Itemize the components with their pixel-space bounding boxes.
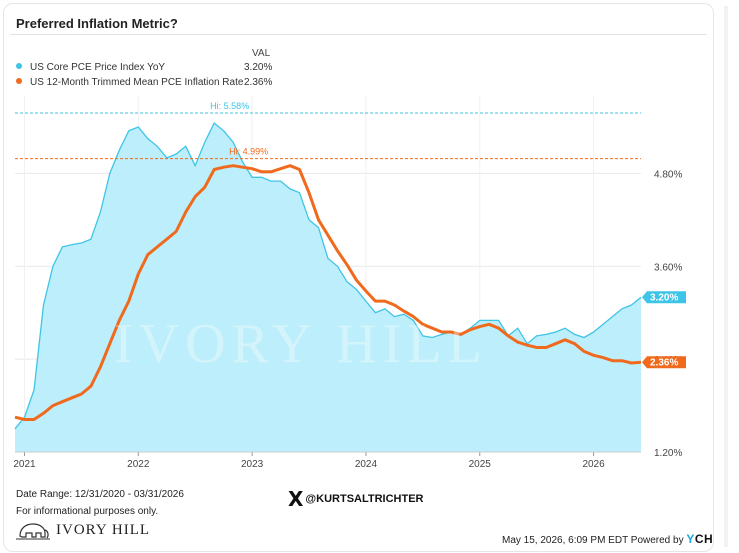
title-divider [10,34,707,35]
disclaimer: For informational purposes only. [16,506,159,517]
ycharts-wordmark: CHARTS [694,532,714,546]
chart-area-series [14,122,642,452]
legend-value-header: VAL [252,48,271,59]
powered-by: May 15, 2026, 6:09 PM EDT Powered by YCH… [502,532,714,546]
x-tick-label: 2024 [355,459,378,470]
legend-value: 2.36% [244,77,273,88]
high-label: Hi: 5.58% [210,101,249,111]
last-value-label: 3.20% [650,293,678,304]
chart-title: Preferred Inflation Metric? [16,16,178,31]
line-trimmed-mean [14,164,642,421]
y-tick-label: 3.60% [654,262,682,273]
x-handle[interactable]: X @KURTSALTRICHTER [288,487,424,511]
x-tick-label: 2026 [582,459,605,470]
high-label: Hi: 4.99% [229,147,268,157]
legend-dot-icon [16,78,22,85]
ycharts-y-icon: Y [686,532,695,546]
ycharts-logo[interactable]: YCHARTS [686,532,714,546]
timestamp: May 15, 2026, 6:09 PM EDT Powered by [502,535,684,546]
x-tick-label: 2021 [13,459,36,470]
last-value-badge [642,356,686,369]
last-value-label: 2.36% [650,358,678,369]
line-area-chart: Hi: 5.58%Hi: 4.99% 1.20%2.40%3.60%4.80%2… [13,96,686,470]
x-tick-label: 2022 [127,459,150,470]
chart-card: Preferred Inflation Metric? VAL US Core … [3,3,714,552]
chart-line-series [14,164,642,421]
last-value-badge [642,291,686,304]
chart-high-markers: Hi: 5.58% Hi: 4.99% [15,101,641,160]
line-core-pce [14,122,642,430]
legend-label: US Core PCE Price Index YoY [30,62,166,73]
legend-dot-icon [16,63,22,70]
brand-name: IVORY HILL [56,521,151,538]
y-tick-label: 4.80% [654,169,682,180]
x-tick-label: 2025 [469,459,492,470]
x-tick-label: 2023 [241,459,264,470]
legend-label: US 12-Month Trimmed Mean PCE Inflation R… [30,77,244,88]
legend-item-trimmed-mean[interactable]: US 12-Month Trimmed Mean PCE Inflation R… [16,77,243,88]
legend-item-core-pce[interactable]: US Core PCE Price Index YoY [16,62,165,73]
legend-value: 3.20% [244,62,273,73]
watermark-logo: IVORY HILL [114,313,488,375]
ivory-hill-logo: IVORY HILL [16,520,150,540]
handle-text: @KURTSALTRICHTER [305,493,424,505]
chart-last-value-badges: 3.20% 2.36% [642,291,686,369]
scrollbar[interactable] [724,6,728,547]
x-logo-icon: X [288,487,304,511]
date-range: Date Range: 12/31/2020 - 03/31/2026 [16,489,184,500]
elephant-icon [16,523,50,540]
area-fill-core-pce [15,123,641,452]
y-tick-label: 1.20% [654,448,682,459]
